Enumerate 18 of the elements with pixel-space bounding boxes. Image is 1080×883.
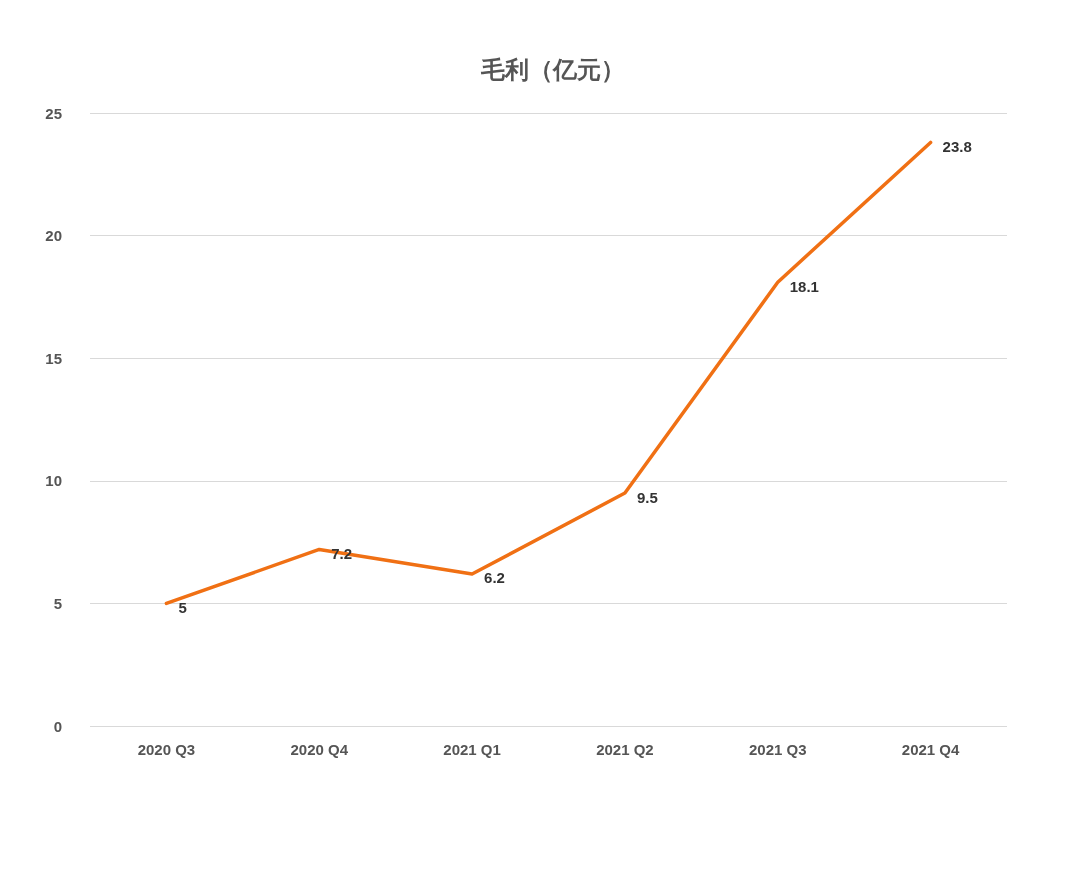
- x-tick-label: 2021 Q3: [748, 741, 807, 758]
- x-tick-label: 2021 Q2: [596, 741, 654, 758]
- data-label: 9.5: [636, 488, 658, 506]
- data-label: 23.8: [942, 137, 972, 155]
- data-label: 18.1: [789, 277, 819, 295]
- x-tick-label: 2020 Q4: [290, 741, 349, 758]
- y-tick-label: 15: [45, 349, 62, 367]
- y-tick-label: 5: [53, 594, 62, 612]
- y-tick-label: 10: [45, 472, 62, 490]
- x-tick-label: 2021 Q4: [901, 741, 961, 758]
- chart-title: 毛利（亿元）: [480, 55, 625, 83]
- data-label: 5: [178, 598, 187, 616]
- y-tick-label: 0: [53, 717, 62, 735]
- y-tick-label: 20: [45, 227, 62, 245]
- data-label: 6.2: [484, 569, 505, 587]
- x-tick-label: 2020 Q3: [137, 741, 196, 758]
- x-tick-label: 2021 Q1: [443, 741, 501, 758]
- y-tick-label: 25: [45, 104, 62, 122]
